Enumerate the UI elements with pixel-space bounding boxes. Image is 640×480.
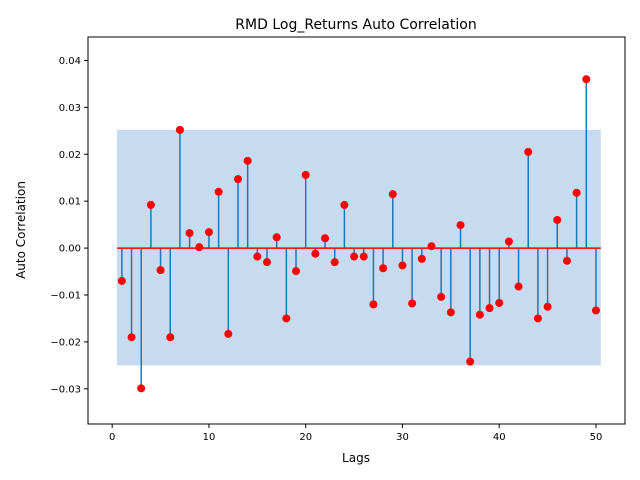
data-point <box>340 200 349 209</box>
data-point <box>533 314 542 323</box>
y-axis-label: Auto Correlation <box>14 181 28 279</box>
data-point <box>495 298 504 307</box>
data-point <box>233 175 242 184</box>
y-tick-label: 0.01 <box>59 197 81 208</box>
data-point <box>156 266 165 275</box>
y-tick-label: −0.03 <box>50 384 81 395</box>
data-point <box>272 233 281 242</box>
data-point <box>175 125 184 134</box>
x-tick-label: 0 <box>109 432 115 443</box>
data-point <box>311 249 320 258</box>
x-axis-label: Lags <box>342 451 370 465</box>
data-point <box>224 329 233 338</box>
x-tick-label: 10 <box>203 432 216 443</box>
data-point <box>195 243 204 252</box>
data-point <box>243 156 252 165</box>
data-point <box>446 308 455 317</box>
data-point <box>591 306 600 315</box>
data-point <box>466 357 475 366</box>
data-point <box>127 333 136 342</box>
x-tick-label: 50 <box>590 432 603 443</box>
y-tick-label: 0.02 <box>59 150 81 161</box>
data-point <box>253 252 262 261</box>
data-point <box>417 254 426 263</box>
data-point <box>292 267 301 276</box>
data-point <box>582 75 591 84</box>
y-tick-label: 0.00 <box>59 244 81 255</box>
chart-title: RMD Log_Returns Auto Correlation <box>235 17 476 33</box>
data-point <box>408 299 417 308</box>
x-tick-label: 20 <box>299 432 312 443</box>
data-point <box>359 252 368 261</box>
data-point <box>562 256 571 265</box>
data-point <box>504 237 513 246</box>
data-point <box>456 221 465 230</box>
data-point <box>263 258 271 267</box>
data-point <box>398 261 407 270</box>
data-point <box>330 258 339 267</box>
data-point <box>137 384 146 393</box>
x-tick-label: 40 <box>493 432 506 443</box>
data-point <box>514 282 523 291</box>
y-tick-label: −0.01 <box>50 291 81 302</box>
data-point <box>117 276 126 285</box>
data-point <box>301 170 310 179</box>
data-point <box>185 229 194 238</box>
data-point <box>204 228 213 237</box>
data-point <box>524 147 533 156</box>
data-point <box>485 304 494 313</box>
data-point <box>427 242 436 251</box>
data-point <box>321 234 330 243</box>
data-point <box>214 187 223 196</box>
axes-frame <box>87 36 626 425</box>
y-tick-label: 0.03 <box>59 103 81 114</box>
data-point <box>166 333 175 342</box>
data-point <box>553 215 562 224</box>
data-point <box>379 264 388 273</box>
plot-area: 0 10 20 30 40 50 −0.03 −0.02 −0.01 0.00 0.01 0.02 0.… <box>50 36 626 443</box>
data-point <box>282 314 291 323</box>
data-point <box>437 292 446 301</box>
data-point <box>475 310 484 319</box>
data-point <box>350 252 359 261</box>
x-tick-label: 30 <box>396 432 409 443</box>
data-point <box>543 302 552 311</box>
y-tick-label: −0.02 <box>50 337 81 348</box>
data-point <box>369 300 378 309</box>
y-tick-label: 0.04 <box>59 56 81 67</box>
data-point <box>146 200 155 209</box>
data-point <box>572 188 581 197</box>
data-point <box>388 190 397 199</box>
